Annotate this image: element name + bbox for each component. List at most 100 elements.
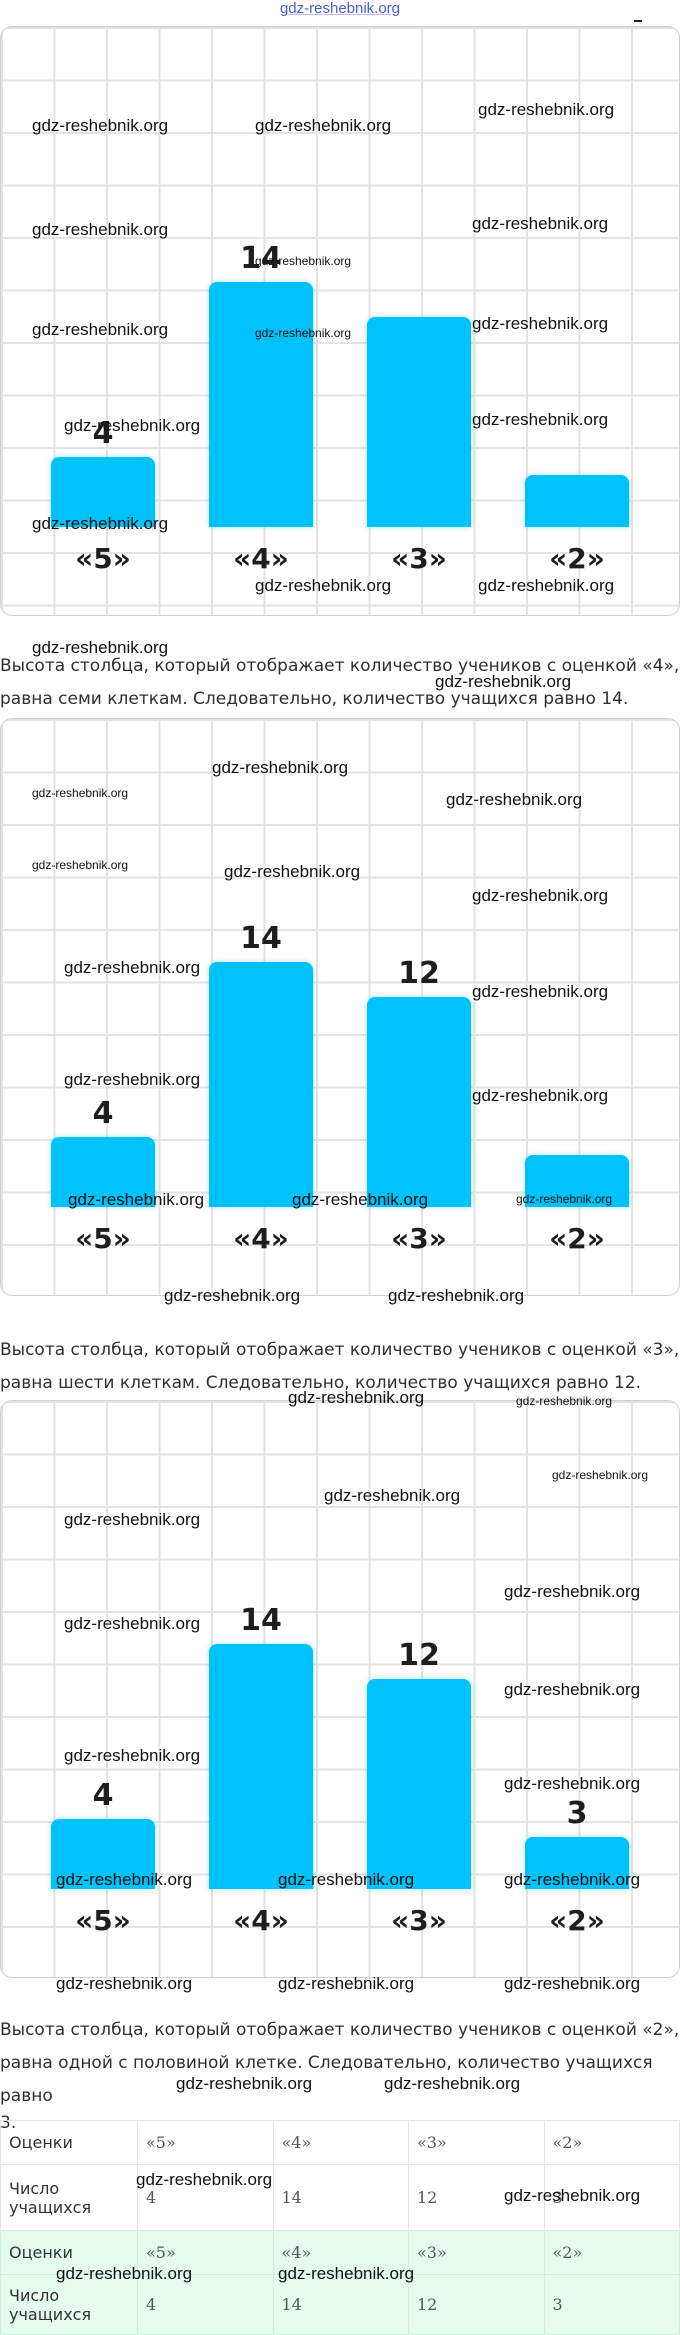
watermark: gdz-reshebnik.org: [255, 576, 392, 595]
paragraph-3: Высота столбца, который отображает колич…: [0, 2014, 680, 2133]
watermark: gdz-reshebnik.org: [136, 2170, 273, 2189]
category-label-grade-2: «2»: [549, 1222, 605, 1255]
table-row-header: Оценки: [0, 2230, 138, 2275]
watermark: gdz-reshebnik.org: [324, 1486, 461, 1505]
table-cell: «2»: [543, 2230, 680, 2275]
data-label-grade-4: 14: [240, 1603, 282, 1638]
table-cell: «3»: [408, 2120, 545, 2165]
watermark: gdz-reshebnik.org: [56, 2264, 193, 2283]
watermark: gdz-reshebnik.org: [504, 1870, 641, 1889]
watermark: gdz-reshebnik.org: [32, 858, 129, 872]
table-cell: «4»: [272, 2120, 409, 2165]
watermark: gdz-reshebnik.org: [164, 1286, 301, 1305]
bar-grade-4: [209, 1644, 313, 1889]
table-cell: «2»: [543, 2120, 680, 2165]
watermark: gdz-reshebnik.org: [56, 1870, 193, 1889]
table-cell: 3: [543, 2274, 680, 2335]
table-cell: «5»: [137, 2230, 274, 2275]
watermark: gdz-reshebnik.org: [288, 1388, 425, 1407]
watermark: gdz-reshebnik.org: [176, 2074, 313, 2093]
bar-grade-3: [367, 997, 471, 1207]
watermark: gdz-reshebnik.org: [224, 862, 361, 881]
table-cell: 12: [408, 2274, 545, 2335]
table-row-header: Число учащихся: [0, 2274, 138, 2335]
watermark: gdz-reshebnik.org: [64, 1746, 201, 1765]
watermark: gdz-reshebnik.org: [64, 416, 201, 435]
table-row: Оценки «5» «4» «3» «2»: [0, 2120, 680, 2165]
watermark: gdz-reshebnik.org: [472, 410, 609, 429]
table-row-header: Число учащихся: [0, 2164, 138, 2231]
bar-grade-5: [51, 1137, 155, 1207]
paragraph-1-line-1: Высота столбца, который отображает колич…: [0, 656, 680, 676]
watermark: gdz-reshebnik.org: [478, 100, 615, 119]
watermark: gdz-reshebnik.org: [278, 1974, 415, 1993]
data-label-grade-3: 12: [398, 1638, 440, 1673]
bar-grade-3: [367, 1679, 471, 1889]
table-row-header: Оценки: [0, 2120, 138, 2165]
bar-grade-4: [209, 282, 313, 527]
paragraph-1-line-2: равна семи клеткам. Следовательно, колич…: [0, 689, 629, 709]
paragraph-3-line-2: равна одной с половиной клетке. Следоват…: [0, 2053, 653, 2106]
bar-grade-2: [525, 1836, 629, 1889]
paragraph-1: Высота столбца, который отображает колич…: [0, 650, 680, 716]
site-header[interactable]: gdz-reshebnik.org: [0, 0, 680, 22]
paragraph-2-line-1: Высота столбца, который отображает колич…: [0, 1340, 680, 1360]
decorative-dash: [634, 20, 642, 22]
category-label-grade-4: «4»: [233, 542, 289, 575]
table-cell: 3: [543, 2164, 680, 2231]
watermark: gdz-reshebnik.org: [552, 1468, 649, 1482]
watermark: gdz-reshebnik.org: [68, 1190, 205, 1209]
watermark: gdz-reshebnik.org: [64, 1070, 201, 1089]
category-label-grade-2: «2»: [549, 542, 605, 575]
watermark: gdz-reshebnik.org: [516, 1192, 613, 1206]
table-row: Оценки «5» «4» «3» «2»: [0, 2230, 680, 2275]
watermark: gdz-reshebnik.org: [255, 116, 392, 135]
bar-grade-2: [525, 1154, 629, 1207]
watermark: gdz-reshebnik.org: [504, 1974, 641, 1993]
table-cell: 12: [408, 2164, 545, 2231]
paragraph-2: Высота столбца, который отображает колич…: [0, 1334, 680, 1400]
data-label-grade-2: 3: [566, 1795, 588, 1831]
watermark: gdz-reshebnik.org: [292, 1190, 429, 1209]
watermark: gdz-reshebnik.org: [255, 254, 352, 268]
watermark: gdz-reshebnik.org: [472, 314, 609, 333]
table-cell: «4»: [272, 2230, 409, 2275]
bar-grade-2: [525, 474, 629, 527]
watermark: gdz-reshebnik.org: [384, 2074, 521, 2093]
site-title[interactable]: gdz-reshebnik.org: [279, 0, 401, 17]
watermark: gdz-reshebnik.org: [32, 786, 129, 800]
watermark: gdz-reshebnik.org: [64, 958, 201, 977]
bar-grade-5: [51, 457, 155, 527]
watermark: gdz-reshebnik.org: [504, 1582, 641, 1601]
watermark: gdz-reshebnik.org: [278, 1870, 415, 1889]
category-label-grade-3: «3»: [391, 1904, 447, 1937]
watermark: gdz-reshebnik.org: [388, 1286, 525, 1305]
category-label-grade-3: «3»: [391, 1222, 447, 1255]
watermark: gdz-reshebnik.org: [472, 214, 609, 233]
category-label-grade-5: «5»: [75, 1904, 131, 1937]
watermark: gdz-reshebnik.org: [64, 1510, 201, 1529]
watermark: gdz-reshebnik.org: [32, 320, 169, 339]
data-label-grade-5: 4: [92, 1778, 114, 1813]
table-cell: 4: [137, 2164, 274, 2231]
category-label-grade-4: «4»: [233, 1222, 289, 1255]
watermark: gdz-reshebnik.org: [472, 982, 609, 1001]
watermark: gdz-reshebnik.org: [504, 2186, 641, 2205]
data-label-grade-5: 4: [92, 1096, 114, 1131]
category-label-grade-5: «5»: [75, 542, 131, 575]
watermark: gdz-reshebnik.org: [504, 1680, 641, 1699]
category-label-grade-2: «2»: [549, 1904, 605, 1937]
watermark: gdz-reshebnik.org: [32, 514, 169, 533]
bar-grade-4: [209, 962, 313, 1207]
bar-chart-3: 4 14 12 3 «5» «4» «3» «2»: [0, 1400, 680, 1978]
watermark: gdz-reshebnik.org: [32, 116, 169, 135]
watermark: gdz-reshebnik.org: [64, 1614, 201, 1633]
table-cell: «3»: [408, 2230, 545, 2275]
watermark: gdz-reshebnik.org: [504, 1774, 641, 1793]
bar-grade-3: [367, 317, 471, 527]
data-label-grade-4: 14: [240, 921, 282, 956]
watermark: gdz-reshebnik.org: [32, 638, 169, 657]
category-label-grade-4: «4»: [233, 1904, 289, 1937]
category-label-grade-5: «5»: [75, 1222, 131, 1255]
paragraph-3-line-1: Высота столбца, который отображает колич…: [0, 2020, 680, 2040]
